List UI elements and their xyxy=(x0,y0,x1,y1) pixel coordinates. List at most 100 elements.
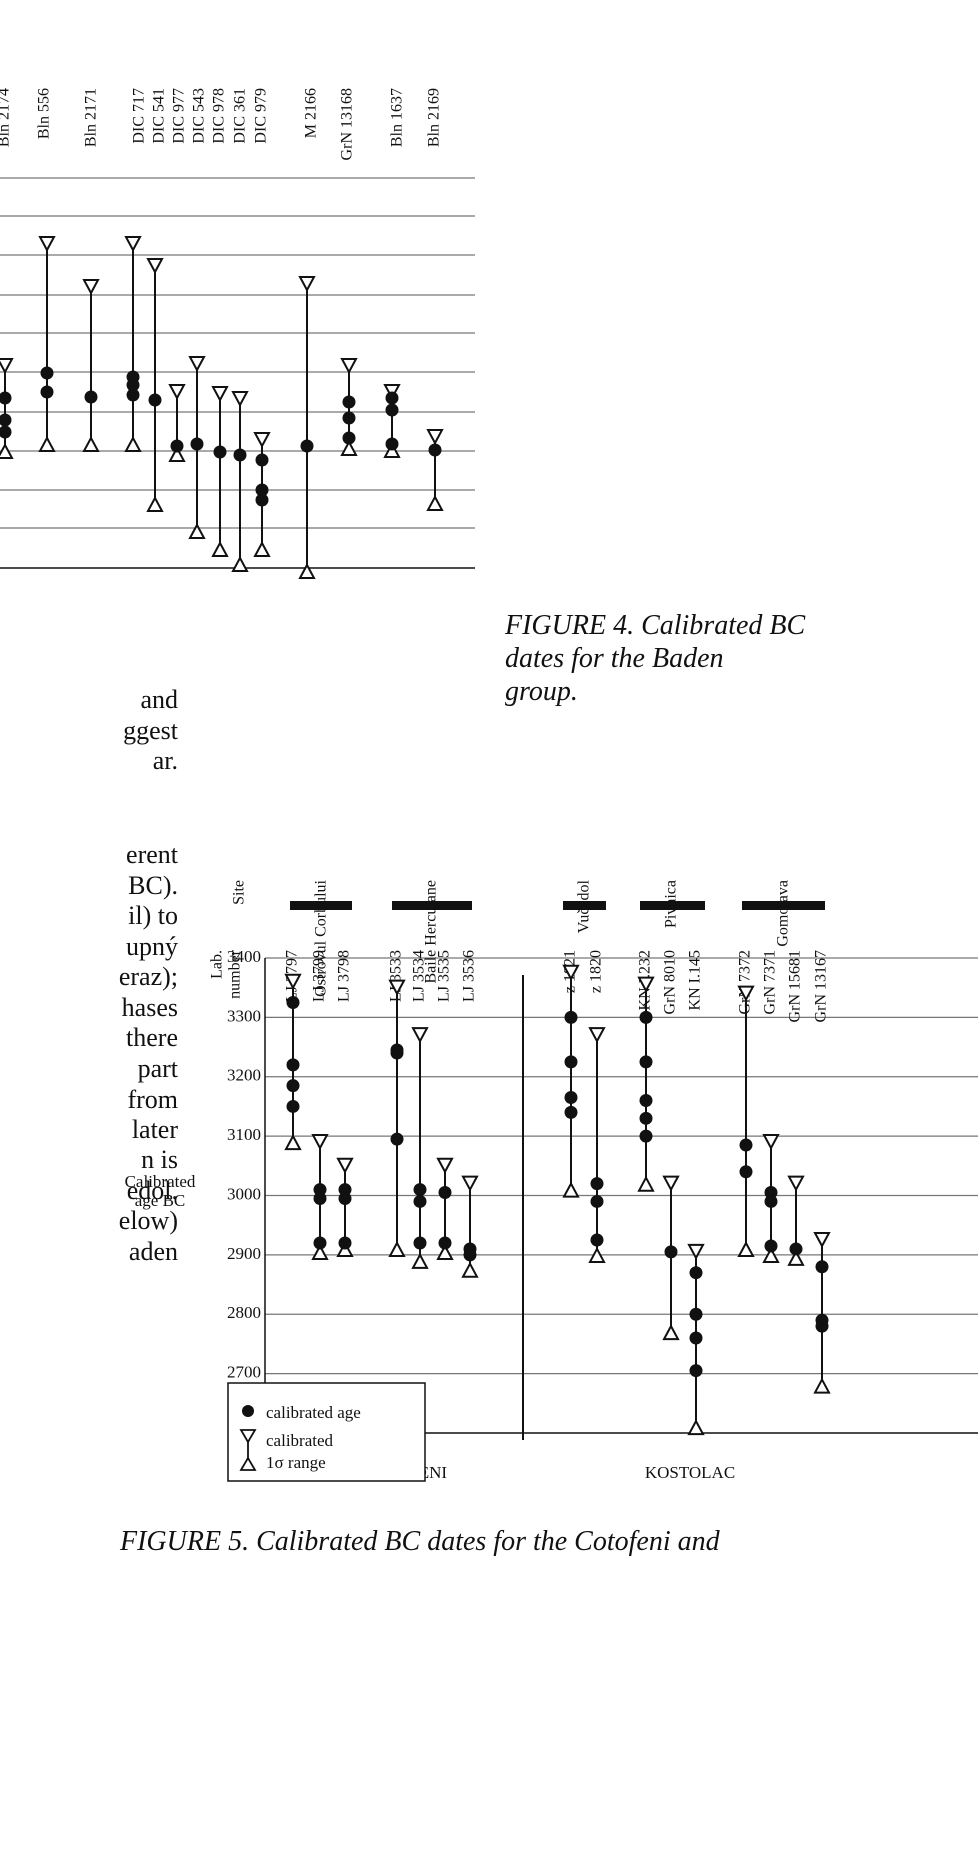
fig4-range-bottom xyxy=(340,439,358,456)
age-dot xyxy=(438,1186,452,1200)
range-high xyxy=(687,1243,705,1260)
body-text-line: eraz); xyxy=(119,962,178,991)
age-dot xyxy=(639,1055,653,1069)
fig4-lab-number: DIC 978 xyxy=(211,88,228,144)
lab-number: GrN 15681 xyxy=(787,950,804,1022)
age-dot xyxy=(564,1105,578,1119)
age-dot xyxy=(689,1266,703,1280)
age-dot xyxy=(739,1165,753,1179)
body-text-line: there xyxy=(126,1023,178,1052)
age-dot xyxy=(639,1129,653,1143)
fig4-age-dot xyxy=(342,411,356,425)
lab-number: LJ 3535 xyxy=(436,950,453,1002)
age-dot xyxy=(639,1010,653,1024)
fig4-range-bottom xyxy=(211,540,229,557)
fig4-age-dot xyxy=(428,443,442,457)
fig5-caption: FIGURE 5. Calibrated BC dates for the Co… xyxy=(119,1526,721,1557)
fig4-range-top xyxy=(426,429,444,446)
body-text-line: ar. xyxy=(153,746,178,775)
lab-number: GrN 7371 xyxy=(762,950,779,1014)
body-text-line: ggest xyxy=(123,716,179,745)
y-tick-label: 2800 xyxy=(227,1303,261,1322)
fig4-lab-number: Bln 2174 xyxy=(0,88,13,147)
fig4-age-dot xyxy=(148,393,162,407)
fig4-age-dot xyxy=(170,439,184,453)
fig4-range-bottom xyxy=(168,445,186,462)
fig4-range-bottom xyxy=(124,435,142,452)
fig4-age-dot xyxy=(40,385,54,399)
fig4-range-top xyxy=(124,236,142,253)
fig4-range-bottom xyxy=(253,540,271,557)
range-low xyxy=(411,1252,429,1269)
legend-tri xyxy=(239,1429,257,1444)
fig4-age-dot xyxy=(385,391,399,405)
site-name: Baile Herculane xyxy=(423,880,440,984)
site-header: Site xyxy=(231,880,248,905)
fig4-caption: dates for the Baden xyxy=(505,643,724,674)
fig4-age-dot xyxy=(233,448,247,462)
body-text-line: and xyxy=(140,685,178,714)
body-text-line: erent xyxy=(126,840,179,869)
fig4-range-top xyxy=(211,386,229,403)
age-dot xyxy=(564,1091,578,1105)
site-bar xyxy=(742,901,825,910)
fig4-range-bottom xyxy=(146,495,164,512)
range-high xyxy=(813,1231,831,1249)
body-text-line: elow) xyxy=(119,1206,178,1235)
body-text-line: later xyxy=(132,1115,179,1144)
legend-label: calibrated xyxy=(266,1431,334,1450)
age-dot xyxy=(590,1194,604,1208)
range-low xyxy=(588,1246,606,1263)
fig4-age-dot xyxy=(385,437,399,451)
range-low xyxy=(687,1419,705,1436)
body-text-line: n is xyxy=(141,1145,178,1174)
y-tick-label: 2900 xyxy=(227,1244,261,1263)
fig4-range-top xyxy=(168,384,186,401)
age-dot xyxy=(413,1183,427,1197)
age-dot xyxy=(764,1194,778,1208)
fig4-age-dot xyxy=(342,431,356,445)
y-axis-label: Calibrated xyxy=(125,1172,196,1191)
site-name: Pivnica xyxy=(663,880,680,928)
fig4-caption: group. xyxy=(505,676,578,707)
fig4-range-bottom xyxy=(82,435,100,452)
range-low xyxy=(813,1377,831,1394)
lab-number: LJ 3798 xyxy=(336,950,353,1002)
age-dot xyxy=(338,1236,352,1250)
y-tick-label: 3100 xyxy=(227,1125,261,1144)
fig4-lab-number: DIC 361 xyxy=(232,88,249,144)
body-text-line: part xyxy=(138,1054,179,1083)
site-name: Vučedol xyxy=(576,879,593,933)
fig4-range-top xyxy=(146,258,164,275)
age-dot xyxy=(689,1331,703,1345)
range-low xyxy=(284,1134,302,1151)
legend-dot xyxy=(242,1405,254,1417)
age-dot xyxy=(313,1183,327,1197)
age-dot xyxy=(338,1183,352,1197)
age-dot xyxy=(789,1242,803,1256)
y-tick-label: 3000 xyxy=(227,1184,261,1203)
age-dot xyxy=(590,1233,604,1247)
fig4-lab-number: Bln 1637 xyxy=(389,88,406,147)
range-high xyxy=(662,1175,680,1192)
y-tick-label: 3200 xyxy=(227,1066,261,1085)
age-dot xyxy=(438,1236,452,1250)
fig4-range-bottom xyxy=(188,522,206,539)
age-dot xyxy=(390,1132,404,1146)
body-text-line: from xyxy=(127,1085,178,1114)
range-high xyxy=(762,1134,780,1151)
range-high xyxy=(336,1157,354,1174)
fig4-age-dot xyxy=(0,391,12,405)
lab-number: z 1820 xyxy=(588,950,605,993)
age-dot xyxy=(815,1319,829,1333)
group-label: KOSTOLAC xyxy=(645,1463,735,1482)
fig4-age-dot xyxy=(40,366,54,380)
age-dot xyxy=(463,1248,477,1262)
fig4-age-dot xyxy=(84,390,98,404)
fig4-range-top xyxy=(38,236,56,253)
fig4-age-dot xyxy=(255,493,269,507)
range-low xyxy=(311,1243,329,1260)
legend-label: calibrated age xyxy=(266,1403,361,1422)
fig4-lab-number: DIC 717 xyxy=(131,88,148,144)
